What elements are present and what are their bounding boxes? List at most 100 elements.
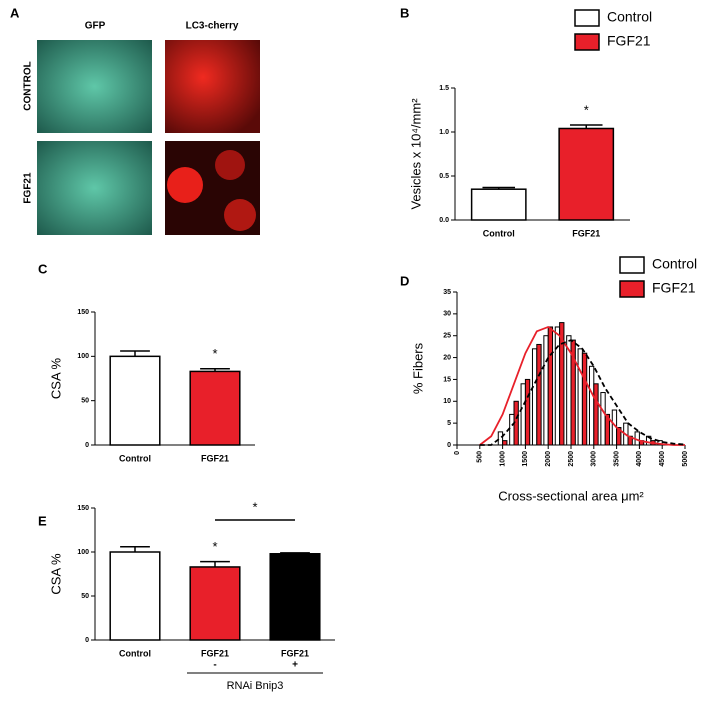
x-tick-label: 500 — [477, 451, 484, 463]
legend-swatch — [574, 33, 600, 51]
y-tick-label: 1.0 — [439, 129, 449, 136]
bar — [604, 413, 611, 446]
bar — [109, 551, 161, 641]
micrograph — [37, 141, 152, 235]
legend-label: FGF21 — [607, 33, 651, 49]
y-tick-label: 100 — [77, 353, 89, 360]
legend-swatch — [574, 9, 600, 27]
y-tick-label: 5 — [447, 420, 451, 427]
bar — [600, 392, 606, 446]
x-tick-label: 1000 — [499, 451, 506, 467]
y-tick-label: 0.5 — [439, 173, 449, 180]
micrograph-detail — [215, 150, 245, 180]
bar — [616, 427, 622, 446]
bar — [520, 383, 526, 446]
y-tick-label: 0 — [447, 442, 451, 449]
panel-label: A — [10, 5, 20, 20]
x-axis-label: Cross-sectional area μm² — [498, 488, 644, 503]
y-axis-label: Vesicles x 10⁴/mm² — [408, 98, 423, 210]
bar — [588, 365, 595, 446]
bar — [581, 352, 588, 446]
group-label: RNAi Bnip3 — [227, 680, 284, 692]
x-tick-label: 1500 — [522, 451, 529, 467]
legend-swatch — [619, 280, 645, 298]
y-tick-label: 100 — [77, 549, 89, 556]
panel-label: C — [38, 261, 48, 276]
y-axis-label: % Fibers — [410, 342, 425, 394]
y-axis-label: CSA % — [48, 553, 63, 595]
y-tick-label: 25 — [443, 333, 451, 340]
micrograph — [37, 40, 152, 133]
x-tick-label: 0 — [454, 451, 461, 455]
bar — [497, 431, 504, 446]
x-tick-label: Control — [119, 453, 151, 463]
micrograph — [165, 40, 260, 133]
y-tick-label: 10 — [443, 398, 451, 405]
x-tick-label: 3000 — [591, 451, 598, 467]
y-tick-label: 150 — [77, 505, 89, 512]
x-tick-label: Control — [483, 228, 515, 238]
x-tick-label: 2000 — [545, 451, 552, 467]
y-tick-label: 20 — [443, 354, 451, 361]
row-label: CONTROL — [23, 61, 34, 110]
y-tick-label: 30 — [443, 311, 451, 318]
micrograph-detail — [224, 199, 256, 231]
y-tick-label: 150 — [77, 309, 89, 316]
x-tick-label: FGF21 — [281, 648, 309, 658]
column-label: GFP — [85, 21, 106, 32]
x-tick-label: 5000 — [682, 451, 689, 467]
row-label: FGF21 — [23, 172, 34, 204]
bar — [536, 343, 542, 446]
x-tick-label: 3500 — [613, 451, 620, 467]
x-sublabel: - — [213, 660, 216, 671]
x-tick-label: FGF21 — [572, 228, 600, 238]
bar — [109, 355, 161, 446]
bar — [559, 322, 565, 446]
y-tick-label: 0 — [85, 637, 89, 644]
bar — [502, 440, 508, 446]
bar — [554, 326, 561, 446]
bar — [577, 348, 583, 446]
bar — [189, 370, 241, 446]
bar — [593, 383, 599, 446]
legend-label: FGF21 — [652, 280, 696, 296]
x-sublabel: + — [292, 660, 298, 671]
x-tick-label: 4500 — [659, 451, 666, 467]
fit-curve — [479, 339, 686, 446]
bar — [531, 348, 538, 446]
micrograph-detail — [167, 167, 203, 203]
fit-curve — [479, 325, 685, 446]
y-tick-label: 35 — [443, 289, 451, 296]
x-tick-label: Control — [119, 648, 151, 658]
x-tick-label: 2500 — [568, 451, 575, 467]
panel-label: D — [400, 273, 409, 288]
significance-marker: * — [212, 539, 217, 554]
bar — [269, 553, 321, 641]
significance-marker: * — [212, 346, 217, 361]
bar — [547, 326, 554, 446]
significance-marker: * — [252, 499, 257, 514]
x-tick-label: 4000 — [636, 451, 643, 467]
bar — [570, 339, 576, 446]
y-tick-label: 1.5 — [439, 85, 449, 92]
x-tick-label: FGF21 — [201, 648, 229, 658]
bar — [543, 335, 549, 446]
bar — [189, 566, 241, 641]
y-tick-label: 0.0 — [439, 217, 449, 224]
panel-label: B — [400, 5, 409, 20]
y-tick-label: 50 — [81, 398, 89, 405]
legend-label: Control — [652, 256, 697, 272]
x-tick-label: FGF21 — [201, 453, 229, 463]
y-tick-label: 50 — [81, 593, 89, 600]
legend-label: Control — [607, 9, 652, 25]
bar — [524, 378, 531, 446]
y-axis-label: CSA % — [48, 357, 63, 399]
bar — [558, 127, 615, 221]
significance-marker: * — [584, 102, 589, 117]
bar — [509, 413, 515, 446]
y-tick-label: 0 — [85, 442, 89, 449]
column-label: LC3-cherry — [186, 21, 239, 32]
bar — [470, 188, 527, 221]
panel-label: E — [38, 513, 47, 528]
